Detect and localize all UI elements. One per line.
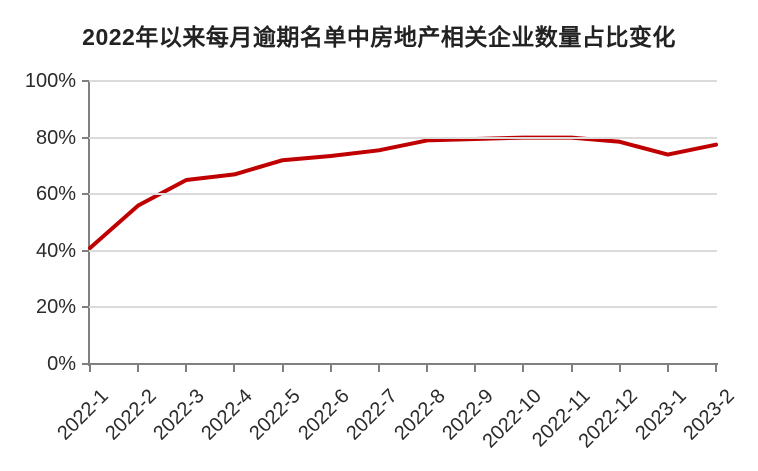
x-tick-2022-7 <box>377 364 380 372</box>
x-axis-label-2022-4: 2022-4 <box>197 385 258 445</box>
x-tick-2022-4 <box>233 364 236 372</box>
gridline-100 <box>89 80 717 82</box>
x-tick-2023-2 <box>715 364 717 372</box>
x-tick-2022-1 <box>89 364 91 372</box>
x-axis-label-2022-7: 2022-7 <box>341 385 402 445</box>
y-axis-label-100: 100% <box>24 70 76 92</box>
x-tick-2022-12 <box>618 364 621 372</box>
y-tick-80 <box>82 136 89 139</box>
x-tick-2022-5 <box>281 364 284 372</box>
gridline-80 <box>89 136 717 139</box>
x-axis-label-2023-2: 2023-2 <box>678 385 739 445</box>
gridline-60 <box>89 193 717 196</box>
x-tick-2022-2 <box>137 364 140 372</box>
x-axis-label-2022-5: 2022-5 <box>245 385 306 445</box>
y-axis-label-60: 60% <box>35 183 76 206</box>
x-axis-label-2022-2: 2022-2 <box>101 385 161 445</box>
y-tick-40 <box>82 249 89 252</box>
x-tick-2022-10 <box>522 364 525 372</box>
y-axis-label-0: 0% <box>47 353 76 375</box>
x-tick-2022-8 <box>426 364 429 372</box>
x-tick-2023-1 <box>666 364 669 372</box>
chart-title: 2022年以来每月逾期名单中房地产相关企业数量占比变化 <box>82 24 676 50</box>
gridline-20 <box>89 306 717 309</box>
x-axis-label-2023-1: 2023-1 <box>630 385 691 445</box>
x-axis-line <box>88 363 718 365</box>
gridline-40 <box>89 249 717 252</box>
x-axis-label-2022-8: 2022-8 <box>390 385 450 445</box>
x-axis-label-2022-6: 2022-6 <box>293 385 354 445</box>
y-tick-60 <box>82 193 89 196</box>
series-line <box>88 135 718 250</box>
line-series-svg <box>88 135 718 250</box>
x-axis-label-2022-3: 2022-3 <box>149 385 209 445</box>
x-tick-2022-11 <box>570 364 573 372</box>
y-axis-label-20: 20% <box>35 296 76 319</box>
x-tick-2022-9 <box>474 364 477 372</box>
y-tick-20 <box>82 306 89 309</box>
y-axis-label-40: 40% <box>35 239 76 262</box>
plot-area <box>88 81 718 364</box>
y-tick-100 <box>82 80 89 82</box>
x-tick-2022-6 <box>329 364 332 372</box>
x-axis-label-2022-1: 2022-1 <box>52 385 113 445</box>
y-axis-line <box>88 81 90 366</box>
x-tick-2022-3 <box>185 364 188 372</box>
y-tick-0 <box>82 363 89 365</box>
y-axis-label-80: 80% <box>35 126 76 149</box>
